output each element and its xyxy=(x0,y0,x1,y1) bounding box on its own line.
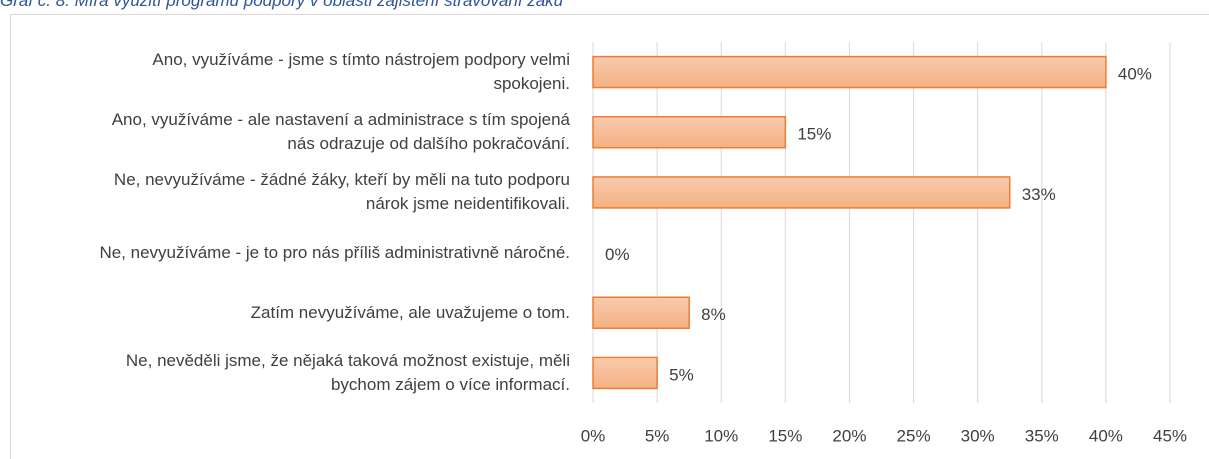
bar xyxy=(592,116,787,149)
value-label: 0% xyxy=(605,245,630,264)
category-label: Ne, nevyužíváme - je to pro nás příliš a… xyxy=(99,242,570,262)
value-label: 5% xyxy=(669,365,694,384)
bar xyxy=(592,55,1107,89)
value-label: 8% xyxy=(701,305,726,324)
x-tick-label: 15% xyxy=(768,426,802,445)
category-label: Ne, nevěděli jsme, že nějaká taková možn… xyxy=(125,350,570,394)
x-tick-label: 0% xyxy=(581,426,606,445)
x-tick-label: 40% xyxy=(1089,426,1123,445)
chart-title: Graf č. 8: Míra využití programu podpory… xyxy=(0,0,564,10)
category-label: Zatím nevyužíváme, ale uvažujeme o tom. xyxy=(250,302,570,322)
bar xyxy=(592,356,658,390)
x-tick-label: 45% xyxy=(1153,426,1187,445)
chart-border xyxy=(10,14,1209,459)
category-label: Ne, nevyužíváme - žádné žáky, kteří by m… xyxy=(113,170,570,214)
x-tick-label: 5% xyxy=(645,426,670,445)
category-label: Ano, využíváme - ale nastavení a adminis… xyxy=(111,110,570,154)
x-tick-label: 20% xyxy=(832,426,866,445)
x-tick-label: 25% xyxy=(897,426,931,445)
value-label: 15% xyxy=(797,125,831,144)
x-tick-label: 30% xyxy=(961,426,995,445)
bar xyxy=(592,296,690,329)
x-tick-label: 35% xyxy=(1025,426,1059,445)
category-label: Ano, využíváme - jsme s tímto nástrojem … xyxy=(152,50,570,94)
bar xyxy=(592,176,1011,209)
value-label: 33% xyxy=(1022,185,1056,204)
x-tick-label: 10% xyxy=(704,426,738,445)
value-label: 40% xyxy=(1118,65,1152,84)
